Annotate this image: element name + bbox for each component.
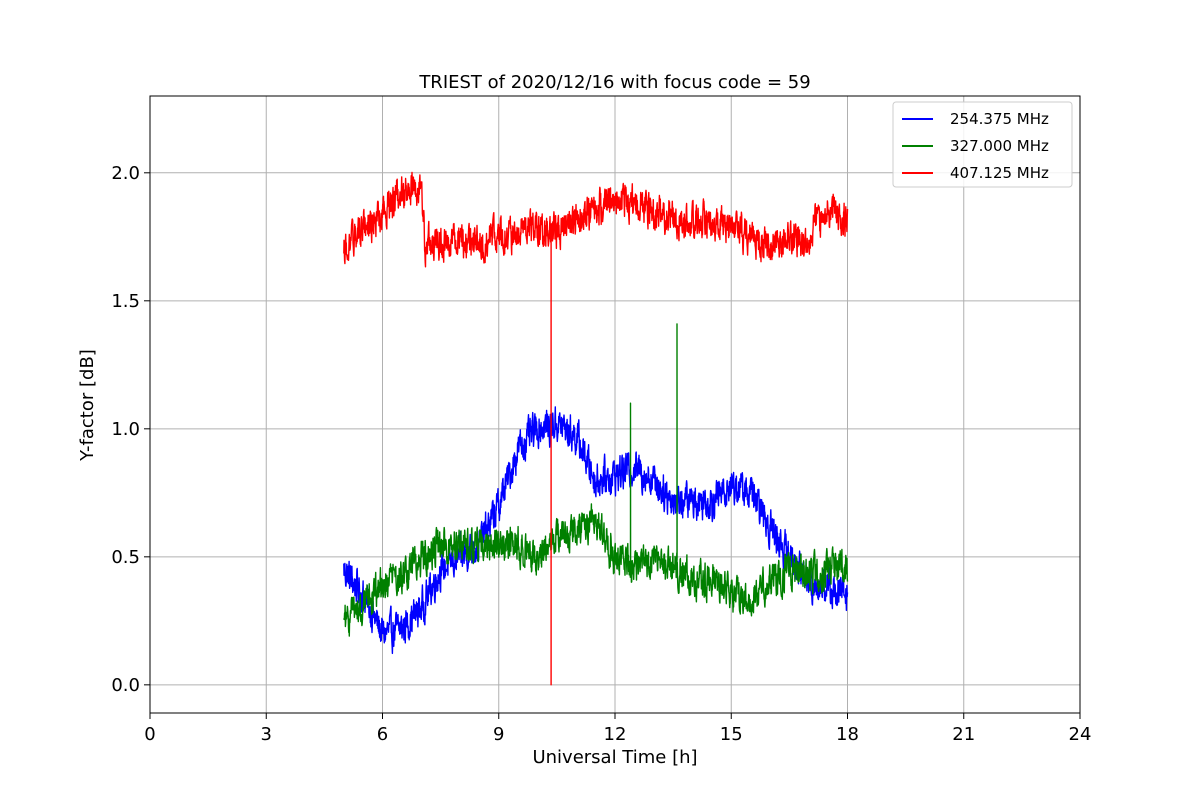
legend-label: 327.000 MHz [950, 137, 1049, 155]
series-line-1 [343, 406, 849, 655]
y-tick-label: 0.5 [111, 547, 140, 568]
x-axis-label: Universal Time [h] [532, 747, 697, 768]
x-tick-label: 24 [1069, 724, 1092, 745]
series-layer [343, 171, 849, 686]
x-tick-label: 6 [377, 724, 388, 745]
legend-box [892, 101, 1073, 188]
legend: 254.375 MHz 327.000 MHz 407.125 MHz [892, 101, 1073, 188]
legend-label: 407.125 MHz [950, 164, 1049, 182]
axis-ticks: 0 3 6 9 12 15 18 21 24 0.0 0.5 1.0 1.5 2.0 [111, 163, 1091, 745]
x-tick-label: 9 [493, 724, 504, 745]
y-tick-label: 0.0 [111, 675, 140, 696]
series-line-2 [343, 323, 849, 637]
legend-label: 254.375 MHz [950, 110, 1049, 128]
x-tick-label: 0 [144, 724, 155, 745]
y-tick-label: 1.0 [111, 419, 140, 440]
x-tick-label: 21 [952, 724, 975, 745]
y-tick-label: 1.5 [111, 291, 140, 312]
x-tick-label: 3 [261, 724, 272, 745]
x-tick-label: 15 [720, 724, 743, 745]
y-tick-label: 2.0 [111, 163, 140, 184]
y-axis-label: Y-factor [dB] [77, 349, 98, 462]
series-line-3 [343, 171, 849, 686]
x-tick-label: 18 [836, 724, 859, 745]
x-tick-label: 12 [604, 724, 627, 745]
chart-title: TRIEST of 2020/12/16 with focus code = 5… [418, 72, 810, 93]
